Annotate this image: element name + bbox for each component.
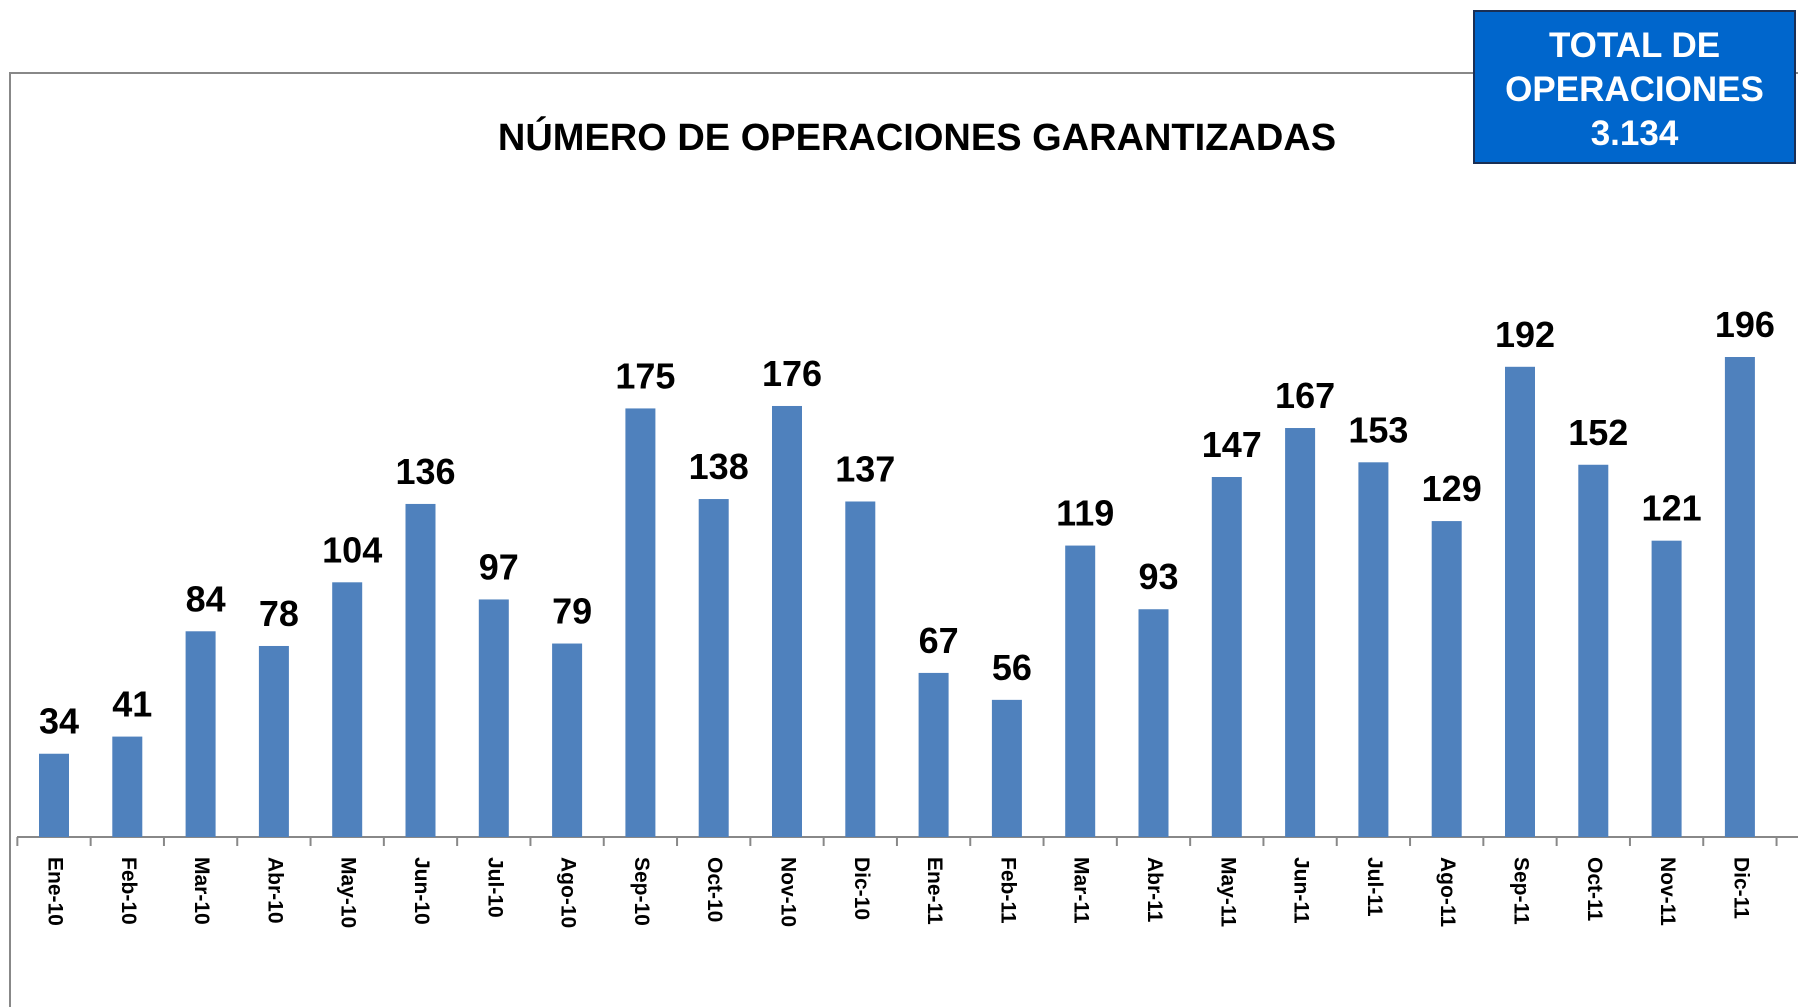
x-tick-label: Oct-10	[703, 857, 726, 922]
x-tick-label: Dic-10	[850, 857, 873, 920]
data-label: 78	[259, 593, 299, 634]
x-tick-label: Jun-11	[1290, 857, 1313, 924]
x-tick-label: Abr-10	[263, 857, 286, 924]
x-tick-label: Ene-10	[43, 857, 66, 926]
x-tick-label: Jul-11	[1363, 857, 1386, 917]
bar	[1651, 540, 1682, 837]
data-label: 97	[479, 546, 519, 587]
bar	[332, 582, 363, 837]
bar	[918, 672, 949, 837]
data-label: 137	[835, 448, 895, 489]
bar	[991, 699, 1022, 837]
bar	[1505, 366, 1535, 837]
x-tick-label: Oct-11	[1583, 857, 1606, 922]
data-label: 56	[992, 647, 1032, 688]
data-label: 104	[322, 529, 382, 570]
bar	[772, 405, 802, 837]
bar	[1358, 462, 1389, 837]
x-tick-label: Mar-10	[190, 857, 213, 925]
x-tick-label: Mar-11	[1070, 857, 1093, 924]
bar	[1285, 428, 1316, 837]
bar	[1138, 609, 1169, 837]
bar	[258, 645, 289, 837]
bar	[1065, 545, 1096, 837]
total-box: TOTAL DE OPERACIONES 3.134	[1473, 10, 1796, 164]
bar	[112, 736, 143, 837]
bar	[698, 499, 729, 837]
data-label: 175	[615, 355, 675, 396]
x-tick-label: Nov-11	[1656, 857, 1679, 926]
x-tick-label: Feb-11	[996, 857, 1019, 924]
data-label: 67	[919, 620, 959, 661]
x-tick-label: Jul-10	[483, 857, 506, 918]
x-tick-label: Abr-11	[1143, 857, 1166, 923]
data-label: 93	[1138, 556, 1178, 597]
x-tick-label: Jun-10	[410, 857, 433, 925]
bar	[845, 501, 876, 837]
data-label: 84	[186, 578, 226, 619]
data-label: 136	[395, 451, 455, 492]
x-tick-label: Ago-11	[1436, 857, 1459, 927]
bar	[39, 753, 69, 837]
x-tick-label: Nov-10	[776, 857, 799, 927]
bar	[625, 408, 656, 837]
data-label: 79	[552, 591, 592, 632]
x-tick-label: Feb-10	[117, 857, 140, 925]
chart-frame	[9, 72, 1798, 1007]
x-tick-label: May-11	[1216, 857, 1239, 927]
bar	[1211, 477, 1242, 837]
data-label: 152	[1568, 412, 1628, 453]
x-tick-label: May-10	[337, 857, 360, 928]
x-tick-label: Ene-11	[923, 857, 946, 925]
bar	[552, 643, 583, 837]
bar	[405, 503, 436, 837]
data-label: 153	[1348, 409, 1408, 450]
data-label: 119	[1056, 493, 1114, 534]
data-label: 147	[1202, 424, 1262, 465]
bar	[1724, 357, 1755, 837]
data-label: 192	[1495, 314, 1555, 355]
data-label: 129	[1422, 468, 1482, 509]
data-label: 138	[689, 446, 749, 487]
x-tick-label: Dic-11	[1729, 857, 1752, 919]
bar	[1431, 521, 1462, 837]
x-tick-label: Sep-10	[630, 857, 653, 926]
total-value: 3.134	[1590, 114, 1679, 153]
total-label: TOTAL DE OPERACIONES	[1505, 26, 1764, 109]
bar	[1578, 464, 1609, 837]
chart-title: NÚMERO DE OPERACIONES GARANTIZADAS	[498, 115, 1336, 159]
data-label: 167	[1275, 375, 1335, 416]
bar	[478, 599, 509, 837]
data-label: 34	[39, 701, 79, 742]
bar	[185, 631, 216, 837]
data-label: 176	[762, 353, 822, 394]
data-label: 196	[1715, 304, 1775, 345]
data-label: 121	[1642, 488, 1702, 529]
x-tick-label: Ago-10	[557, 857, 580, 928]
data-label: 41	[112, 684, 152, 725]
x-tick-label: Sep-11	[1509, 857, 1532, 925]
